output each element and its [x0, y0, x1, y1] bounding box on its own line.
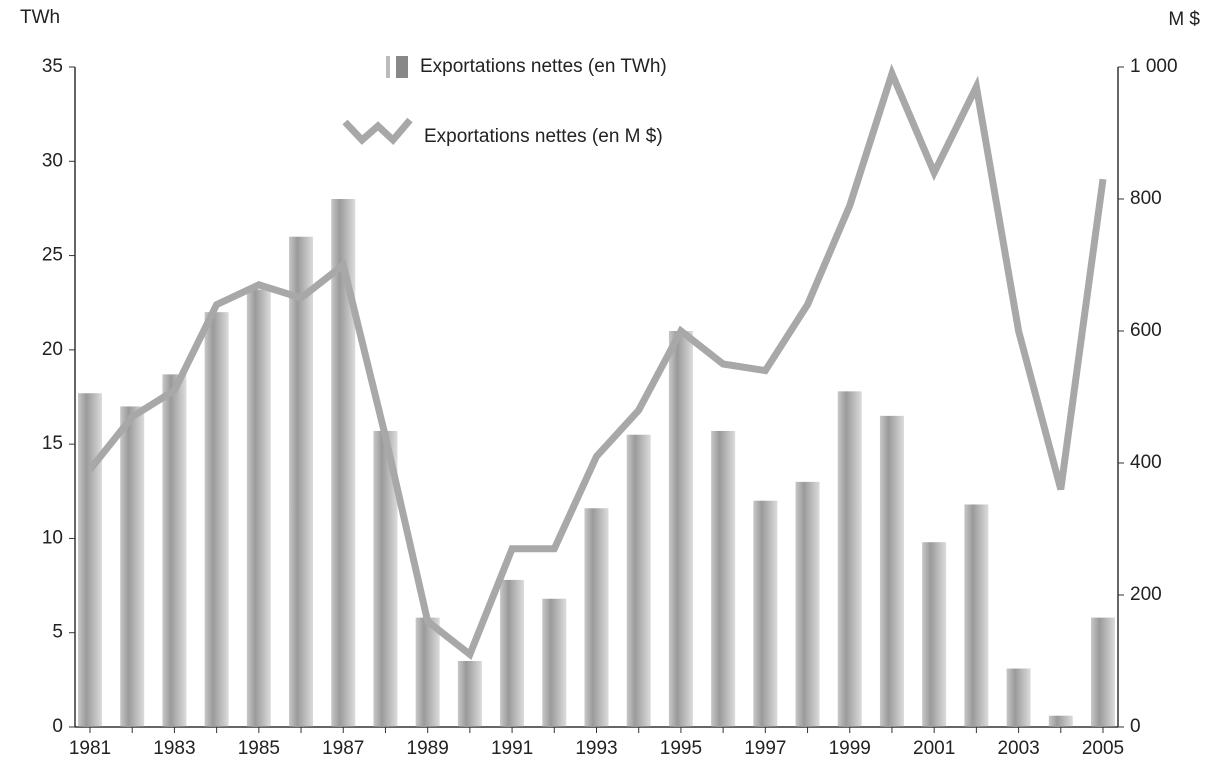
bar: [668, 331, 693, 727]
bar: [584, 508, 609, 727]
y2-axis-label: M $: [1168, 9, 1200, 30]
legend-bar-icon: [396, 56, 408, 78]
bar: [204, 312, 229, 727]
bar: [415, 617, 440, 727]
x-tick-label: 1985: [238, 738, 280, 759]
y2-tick-label: 400: [1130, 452, 1162, 473]
bar: [1091, 617, 1115, 727]
bar: [542, 598, 567, 727]
legend-bar-icon: [386, 56, 390, 78]
y-tick-label: 15: [42, 433, 63, 454]
bar: [922, 542, 947, 727]
bar: [964, 504, 989, 727]
y2-tick-label: 1 000: [1130, 56, 1178, 77]
y2-tick-label: 0: [1130, 716, 1141, 737]
bar: [457, 661, 482, 727]
x-tick-label: 1991: [491, 738, 533, 759]
x-tick-label: 2003: [997, 738, 1039, 759]
y2-tick-label: 600: [1130, 320, 1162, 341]
bar: [879, 415, 904, 727]
x-tick-label: 1983: [153, 738, 195, 759]
legend-label: Exportations nettes (en M $): [424, 126, 663, 147]
bar: [753, 500, 778, 727]
x-tick-label: 1993: [575, 738, 617, 759]
x-tick-label: 1999: [829, 738, 871, 759]
bar: [1006, 668, 1031, 727]
x-tick-label: 2005: [1082, 738, 1124, 759]
y2-tick-label: 800: [1130, 188, 1162, 209]
line: [87, 63, 1107, 661]
bar: [500, 579, 525, 727]
bar: [289, 236, 314, 727]
y-axis-label: TWh: [20, 7, 60, 28]
bar: [246, 289, 271, 727]
bar: [162, 374, 187, 727]
y-tick-label: 30: [42, 150, 63, 171]
x-tick-label: 1981: [69, 738, 111, 759]
bar: [1048, 715, 1073, 727]
bar: [78, 393, 102, 727]
legend-label: Exportations nettes (en TWh): [420, 56, 667, 77]
x-tick-label: 1997: [744, 738, 786, 759]
bar: [711, 430, 736, 727]
y-tick-label: 20: [42, 339, 63, 360]
y-tick-label: 5: [52, 622, 63, 643]
y2-tick-label: 200: [1130, 584, 1162, 605]
y-tick-label: 10: [42, 527, 63, 548]
bar: [795, 481, 820, 727]
legend-line-icon: [342, 117, 413, 146]
x-tick-label: 1995: [660, 738, 702, 759]
bar: [120, 406, 145, 727]
y-tick-label: 25: [42, 245, 63, 266]
bar: [626, 434, 651, 727]
x-tick-label: 1987: [322, 738, 364, 759]
y-tick-label: 35: [42, 56, 63, 77]
x-tick-label: 1989: [407, 738, 449, 759]
y-tick-label: 0: [52, 716, 63, 737]
x-tick-label: 2001: [913, 738, 955, 759]
bar: [837, 391, 862, 727]
